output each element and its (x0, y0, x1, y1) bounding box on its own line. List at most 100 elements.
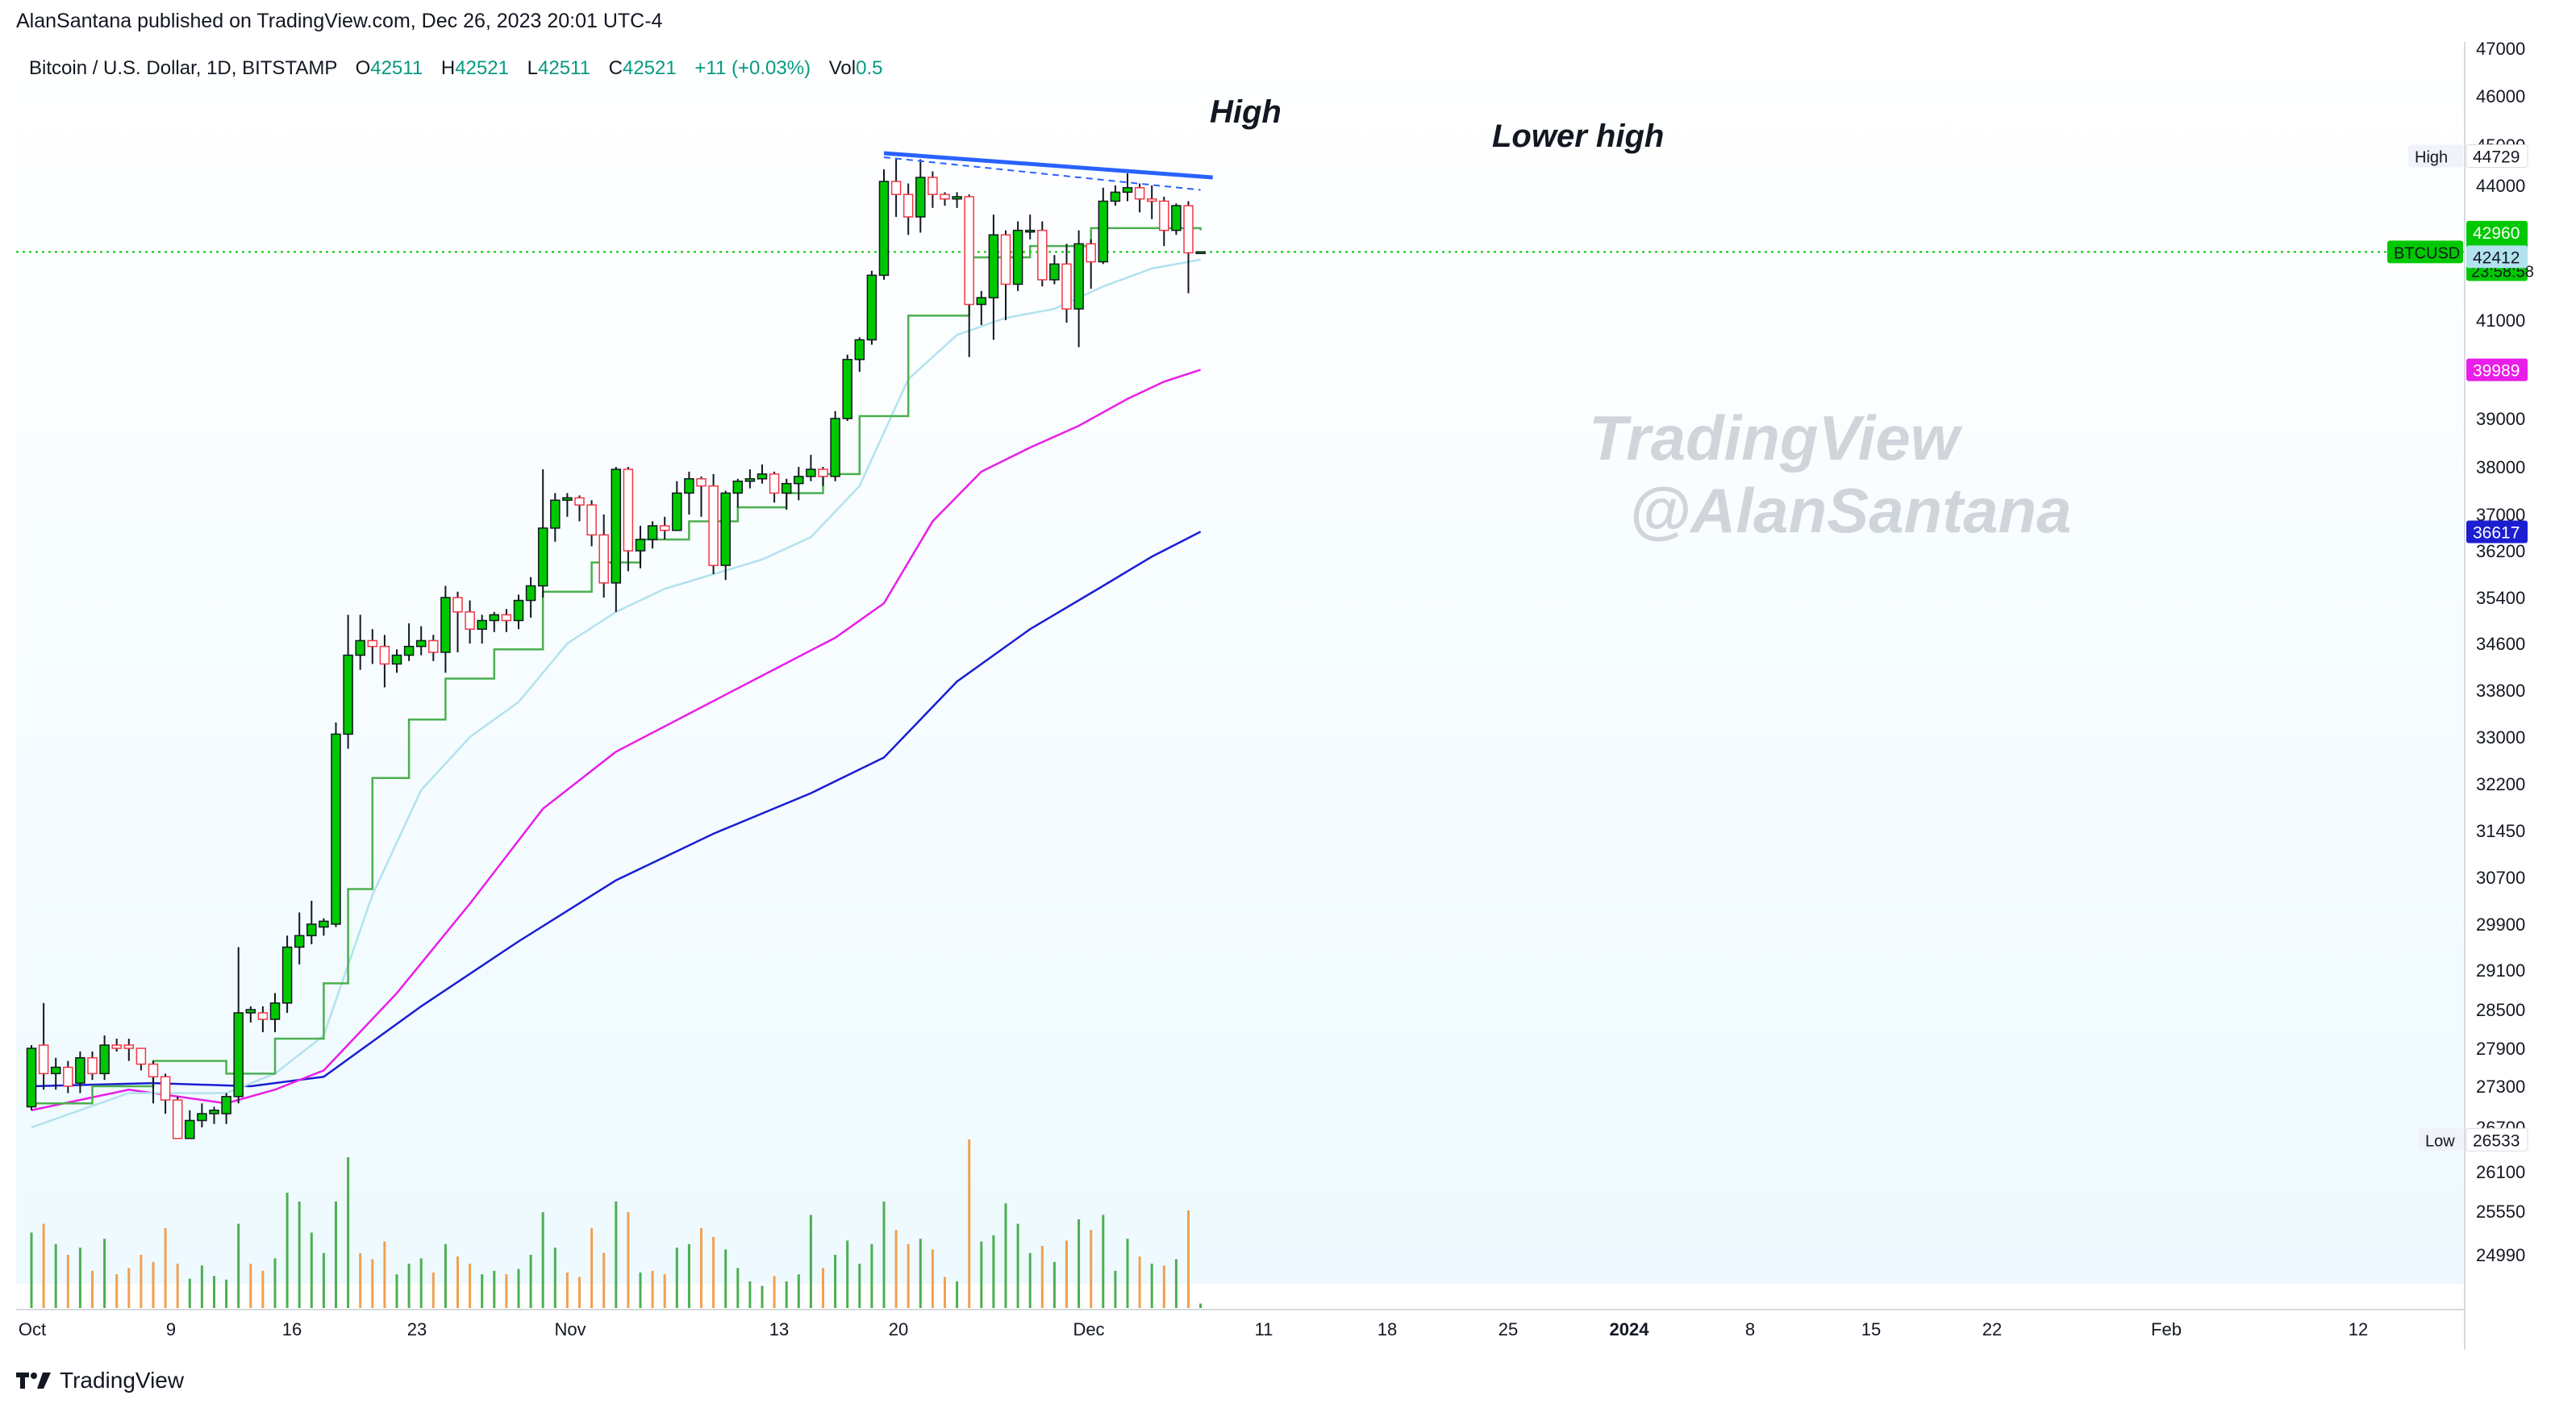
candle[interactable] (1159, 196, 1169, 247)
candle[interactable] (611, 467, 622, 612)
candle[interactable] (1049, 255, 1060, 285)
candle[interactable] (525, 577, 536, 618)
trendline-dashed[interactable] (883, 156, 1201, 191)
candle[interactable] (367, 629, 378, 664)
trendline-solid[interactable] (883, 151, 1213, 180)
candle[interactable] (123, 1039, 135, 1061)
candle[interactable] (160, 1073, 171, 1114)
candle[interactable] (209, 1106, 219, 1124)
candle[interactable] (403, 623, 415, 661)
candle[interactable] (185, 1110, 195, 1139)
candle[interactable] (684, 471, 694, 514)
trendlines[interactable] (883, 151, 1213, 191)
candle[interactable] (1122, 173, 1133, 202)
candle[interactable] (1037, 221, 1048, 287)
candle[interactable] (1098, 187, 1109, 265)
candle[interactable] (574, 495, 585, 522)
candle[interactable] (708, 473, 719, 574)
candle[interactable] (1073, 230, 1084, 348)
candle[interactable] (75, 1051, 85, 1093)
candle[interactable] (135, 1048, 147, 1071)
candle[interactable] (452, 591, 463, 652)
candle[interactable] (63, 1060, 73, 1093)
candle[interactable] (269, 993, 281, 1032)
candle[interactable] (890, 159, 902, 217)
candle[interactable] (806, 455, 816, 481)
candle[interactable] (1024, 215, 1036, 240)
candle[interactable] (878, 169, 890, 280)
candle[interactable] (1146, 185, 1157, 219)
price-chart[interactable]: High Lower high TradingView @AlanSantana… (0, 39, 2576, 1350)
candle[interactable] (221, 1093, 231, 1124)
candle[interactable] (794, 467, 804, 501)
candle[interactable] (1086, 239, 1096, 290)
candle[interactable] (769, 471, 780, 503)
candle[interactable] (830, 410, 840, 481)
candle[interactable] (440, 585, 451, 673)
candle[interactable] (623, 467, 634, 572)
candle[interactable] (391, 649, 402, 673)
candle[interactable] (720, 490, 731, 581)
candle[interactable] (1061, 244, 1072, 323)
candle[interactable] (537, 469, 548, 598)
candle[interactable] (197, 1103, 207, 1127)
candle[interactable] (172, 1096, 183, 1139)
candle[interactable] (672, 481, 682, 531)
candle[interactable] (659, 516, 670, 539)
candle[interactable] (635, 526, 646, 569)
candle[interactable] (477, 614, 487, 644)
candle[interactable] (902, 183, 914, 235)
candle[interactable] (1134, 183, 1145, 213)
candle[interactable] (550, 493, 561, 542)
candle[interactable] (818, 467, 828, 486)
candle[interactable] (842, 354, 852, 421)
candle[interactable] (111, 1039, 122, 1052)
candle[interactable] (415, 626, 427, 656)
candle[interactable] (343, 614, 353, 749)
candle[interactable] (148, 1060, 159, 1104)
candle[interactable] (1012, 221, 1023, 291)
candles[interactable] (26, 159, 1206, 1139)
candle[interactable] (38, 1002, 49, 1090)
candle[interactable] (26, 1045, 37, 1110)
candle[interactable] (915, 159, 926, 233)
candle[interactable] (379, 635, 390, 688)
candle[interactable] (757, 464, 768, 484)
candle[interactable] (696, 476, 707, 517)
annotation-lower-high[interactable]: Lower high (1492, 119, 1664, 154)
candle[interactable] (940, 192, 950, 206)
chart-area[interactable]: High Lower high TradingView @AlanSantana… (0, 39, 2576, 1350)
candle[interactable] (257, 1006, 269, 1032)
candle[interactable] (976, 290, 987, 326)
candle[interactable] (331, 722, 341, 927)
candle[interactable] (355, 614, 365, 670)
candle[interactable] (1183, 201, 1194, 294)
candle[interactable] (245, 1006, 256, 1023)
candle[interactable] (964, 194, 974, 357)
tradingview-logo[interactable]: TradingView (16, 1368, 184, 1393)
candle[interactable] (294, 912, 305, 964)
candle[interactable] (586, 500, 597, 547)
candle[interactable] (598, 514, 609, 598)
candle[interactable] (744, 469, 756, 489)
time-axis[interactable]: Oct 9 16 23 Nov 13 20 Dec 11 18 25 2024 8 15 22 Feb 12 (19, 1319, 2368, 1339)
candle[interactable] (1110, 185, 1121, 206)
candle[interactable] (562, 493, 573, 517)
candle[interactable] (489, 611, 500, 632)
annotation-high[interactable]: High (1210, 94, 1282, 130)
candle[interactable] (732, 478, 744, 508)
candle[interactable] (428, 635, 439, 661)
candle[interactable] (927, 171, 938, 208)
candle[interactable] (952, 192, 962, 208)
candle[interactable] (1195, 251, 1206, 255)
candle[interactable] (1000, 230, 1011, 320)
candle[interactable] (513, 594, 524, 630)
candle[interactable] (647, 521, 658, 549)
candle[interactable] (319, 918, 329, 936)
candle[interactable] (854, 337, 865, 373)
candle[interactable] (1171, 203, 1182, 235)
candle[interactable] (50, 1057, 61, 1090)
candle[interactable] (866, 270, 877, 345)
candle[interactable] (233, 947, 244, 1104)
candle[interactable] (465, 600, 475, 644)
